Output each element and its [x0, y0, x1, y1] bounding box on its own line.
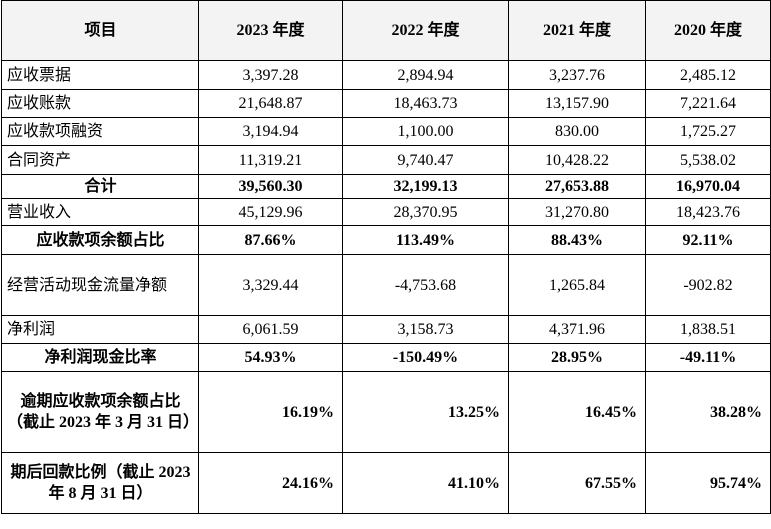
- cell-2021: 4,371.96: [508, 315, 646, 344]
- header-item: 项目: [1, 0, 199, 61]
- row-label: 应收款项余额占比: [1, 225, 199, 255]
- cell-2020: -902.82: [645, 254, 771, 316]
- header-2021: 2021 年度: [508, 0, 646, 61]
- row-label: 净利润现金比率: [1, 343, 199, 372]
- cell-2021: 830.00: [508, 117, 646, 146]
- cell-2023: 6,061.59: [198, 315, 343, 344]
- table-row: 应收票据 3,397.28 2,894.94 3,237.76 2,485.12: [1, 60, 771, 90]
- table-row: 应收款项融资 3,194.94 1,100.00 830.00 1,725.27: [1, 117, 771, 146]
- cell-2023: 3,194.94: [198, 117, 343, 146]
- cell-2022: 18,463.73: [342, 89, 509, 118]
- cell-2020: 92.11%: [645, 225, 771, 255]
- table-row: 经营活动现金流量净额 3,329.44 -4,753.68 1,265.84 -…: [1, 254, 771, 316]
- cell-2020: 1,725.27: [645, 117, 771, 146]
- cell-2022: 9,740.47: [342, 145, 509, 175]
- cell-2023: 45,129.96: [198, 198, 343, 226]
- cell-2020: 16,970.04: [645, 174, 771, 199]
- cell-2021: 3,237.76: [508, 60, 646, 90]
- cell-2021: 16.45%: [508, 371, 646, 453]
- row-label: 合同资产: [1, 145, 199, 175]
- cell-2020: 38.28%: [645, 371, 771, 453]
- cell-2021: 67.55%: [508, 452, 646, 514]
- row-label: 营业收入: [1, 198, 199, 226]
- table-row: 应收账款 21,648.87 18,463.73 13,157.90 7,221…: [1, 89, 771, 118]
- cell-2020: 95.74%: [645, 452, 771, 514]
- cell-2021: 10,428.22: [508, 145, 646, 175]
- cell-2020: 5,538.02: [645, 145, 771, 175]
- cell-2022: 13.25%: [342, 371, 509, 453]
- cell-2021: 28.95%: [508, 343, 646, 372]
- table-row: 净利润 6,061.59 3,158.73 4,371.96 1,838.51: [1, 315, 771, 344]
- cell-2023: 3,329.44: [198, 254, 343, 316]
- header-2022: 2022 年度: [342, 0, 509, 61]
- cell-2023: 3,397.28: [198, 60, 343, 90]
- row-label: 逾期应收款项余额占比（截止 2023 年 3 月 31 日）: [1, 371, 199, 453]
- cell-2022: 28,370.95: [342, 198, 509, 226]
- row-label: 应收账款: [1, 89, 199, 118]
- table-row: 合同资产 11,319.21 9,740.47 10,428.22 5,538.…: [1, 145, 771, 175]
- cell-2023: 11,319.21: [198, 145, 343, 175]
- cell-2020: 2,485.12: [645, 60, 771, 90]
- row-label: 合计: [1, 174, 199, 199]
- table-row-ratio: 应收款项余额占比 87.66% 113.49% 88.43% 92.11%: [1, 225, 771, 255]
- cell-2021: 13,157.90: [508, 89, 646, 118]
- table-row-total: 合计 39,560.30 32,199.13 27,653.88 16,970.…: [1, 174, 771, 199]
- cell-2023: 16.19%: [198, 371, 343, 453]
- cell-2021: 88.43%: [508, 225, 646, 255]
- row-label: 期后回款比例（截止 2023 年 8 月 31 日）: [1, 452, 199, 514]
- cell-2020: -49.11%: [645, 343, 771, 372]
- cell-2020: 7,221.64: [645, 89, 771, 118]
- cell-2022: 41.10%: [342, 452, 509, 514]
- cell-2023: 39,560.30: [198, 174, 343, 199]
- cell-2022: -4,753.68: [342, 254, 509, 316]
- cell-2023: 21,648.87: [198, 89, 343, 118]
- financial-table: 项目 2023 年度 2022 年度 2021 年度 2020 年度 应收票据 …: [1, 0, 771, 514]
- row-label: 经营活动现金流量净额: [1, 254, 199, 316]
- row-label: 应收票据: [1, 60, 199, 90]
- cell-2021: 31,270.80: [508, 198, 646, 226]
- cell-2022: 32,199.13: [342, 174, 509, 199]
- cell-2021: 1,265.84: [508, 254, 646, 316]
- row-label: 净利润: [1, 315, 199, 344]
- cell-2020: 18,423.76: [645, 198, 771, 226]
- cell-2022: 3,158.73: [342, 315, 509, 344]
- cell-2022: -150.49%: [342, 343, 509, 372]
- header-2023: 2023 年度: [198, 0, 343, 61]
- table-row-ratio: 净利润现金比率 54.93% -150.49% 28.95% -49.11%: [1, 343, 771, 372]
- cell-2022: 1,100.00: [342, 117, 509, 146]
- cell-2023: 54.93%: [198, 343, 343, 372]
- table-header-row: 项目 2023 年度 2022 年度 2021 年度 2020 年度: [1, 0, 771, 61]
- table-row: 营业收入 45,129.96 28,370.95 31,270.80 18,42…: [1, 198, 771, 226]
- header-2020: 2020 年度: [645, 0, 771, 61]
- table-row-collection: 期后回款比例（截止 2023 年 8 月 31 日） 24.16% 41.10%…: [1, 452, 771, 514]
- cell-2022: 2,894.94: [342, 60, 509, 90]
- table-row-overdue: 逾期应收款项余额占比（截止 2023 年 3 月 31 日） 16.19% 13…: [1, 371, 771, 453]
- cell-2023: 24.16%: [198, 452, 343, 514]
- row-label: 应收款项融资: [1, 117, 199, 146]
- cell-2021: 27,653.88: [508, 174, 646, 199]
- cell-2023: 87.66%: [198, 225, 343, 255]
- cell-2020: 1,838.51: [645, 315, 771, 344]
- cell-2022: 113.49%: [342, 225, 509, 255]
